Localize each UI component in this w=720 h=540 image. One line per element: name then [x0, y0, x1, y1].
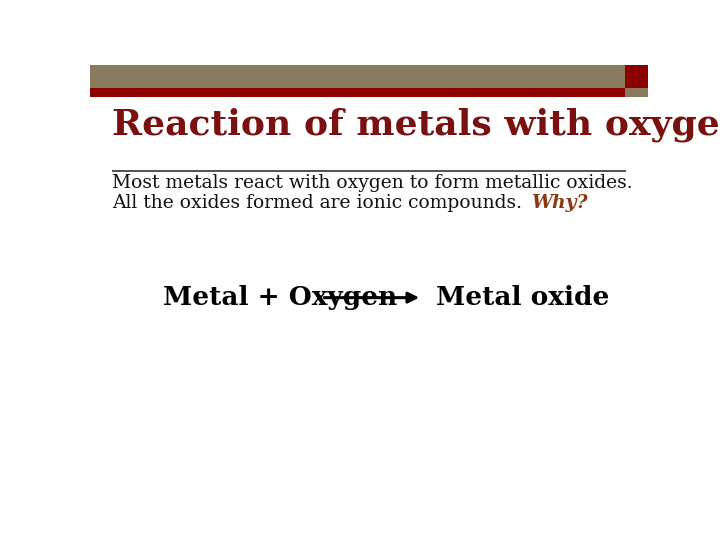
Text: Reaction of metals with oxygen: Reaction of metals with oxygen [112, 107, 720, 141]
Text: Metal + Oxygen: Metal + Oxygen [163, 285, 397, 310]
Text: Most metals react with oxygen to form metallic oxides.: Most metals react with oxygen to form me… [112, 174, 633, 192]
Bar [90, 65, 624, 87]
Bar [624, 65, 648, 87]
Text: All the oxides formed are ionic compounds.: All the oxides formed are ionic compound… [112, 194, 528, 212]
Bar [624, 87, 648, 97]
Text: Metal oxide: Metal oxide [436, 285, 609, 310]
Bar [90, 87, 624, 97]
Text: Why?: Why? [531, 194, 588, 212]
